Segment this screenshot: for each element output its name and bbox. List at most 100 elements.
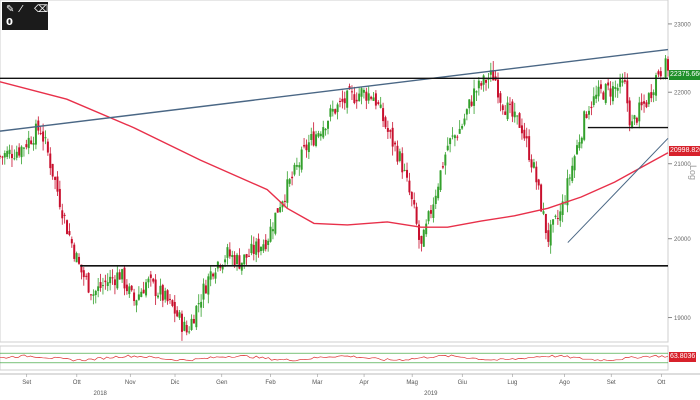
candle-body — [406, 169, 409, 178]
candle-body — [214, 272, 217, 279]
candle-body — [85, 275, 88, 277]
candle-body — [252, 244, 255, 254]
candle-body — [417, 224, 420, 240]
candle-body — [164, 290, 167, 300]
candle-body — [528, 136, 531, 161]
candle-body — [212, 273, 215, 277]
candle-body — [398, 151, 401, 161]
candle-body — [403, 169, 406, 171]
x-tick-label: Ott — [73, 380, 81, 386]
candle-body — [655, 75, 658, 96]
candle-body — [432, 204, 435, 218]
counter-label: 0 — [6, 17, 13, 28]
eraser-icon[interactable]: ⌫ — [34, 4, 49, 15]
candle-body — [209, 271, 212, 280]
candle-body — [13, 158, 16, 160]
candle-body — [473, 88, 476, 106]
candle-body — [92, 294, 95, 296]
candle-body — [137, 294, 140, 300]
candle-body — [659, 71, 662, 77]
candle-body — [401, 153, 404, 173]
candle-body — [101, 285, 104, 287]
candle-body — [621, 80, 624, 83]
candle-body — [587, 110, 590, 115]
candle-body — [58, 188, 61, 208]
candle-body — [664, 58, 667, 78]
candle-body — [480, 83, 483, 86]
candle-body — [384, 117, 387, 128]
x-tick-label: Dic — [171, 380, 180, 386]
candle-body — [571, 165, 574, 181]
candle-body — [456, 136, 459, 138]
candle-body — [22, 147, 25, 149]
y-axis: 19000 20000 21000 22000 23000 — [668, 22, 691, 322]
candle-body — [362, 89, 365, 93]
candle-body — [434, 195, 437, 205]
candle-body — [389, 130, 392, 132]
candle-body — [329, 108, 332, 117]
candle-body — [99, 282, 102, 288]
rising-trendline — [567, 137, 669, 243]
candle-body — [142, 289, 145, 294]
candle-body — [468, 99, 471, 109]
candle-body — [147, 278, 150, 283]
log-scale-label: Log — [688, 165, 698, 181]
candle-body — [444, 154, 447, 166]
candle-body — [243, 254, 246, 265]
candle-body — [75, 253, 78, 263]
candle-body — [643, 101, 646, 104]
chart-grid — [0, 0, 669, 343]
candle-body — [118, 272, 121, 280]
candle-body — [46, 141, 49, 153]
marker-icon[interactable]: ⁄ — [20, 4, 22, 15]
candle-body — [166, 290, 169, 302]
candle-body — [374, 93, 377, 106]
candle-body — [200, 301, 203, 308]
candle-body — [568, 177, 571, 179]
candle-body — [51, 163, 54, 177]
last-price-tag: 22375.66099 — [669, 70, 700, 80]
candle-body — [152, 278, 155, 282]
candle-body — [449, 138, 452, 145]
long-trendline — [0, 48, 669, 132]
candle-body — [348, 86, 351, 90]
candle-body — [30, 140, 33, 144]
year-label: 2019 — [424, 391, 438, 397]
candle-body — [104, 280, 107, 283]
candle-body — [97, 286, 100, 291]
candle-body — [458, 128, 461, 134]
candle-body — [334, 109, 337, 114]
candle-body — [94, 290, 97, 296]
candle-body — [145, 282, 148, 296]
candle-body — [264, 239, 267, 250]
candle-body — [128, 286, 131, 295]
year-label: 2018 — [94, 391, 108, 397]
candle-body — [408, 180, 411, 193]
candle-body — [269, 226, 272, 242]
pencil-icon[interactable]: ✎ — [6, 4, 15, 15]
candle-body — [547, 230, 550, 242]
candle-body — [305, 144, 308, 151]
candle-body — [204, 285, 207, 294]
candle-body — [492, 70, 495, 81]
candle-body — [255, 241, 258, 255]
candle-body — [580, 137, 583, 144]
candle-body — [37, 120, 40, 131]
candle-body — [233, 255, 236, 266]
candle-body — [18, 147, 21, 156]
candle-body — [338, 101, 341, 103]
x-tick-label: Mag — [406, 380, 418, 386]
candle-body — [173, 302, 176, 314]
x-tick-label: Gen — [216, 380, 227, 386]
candle-body — [25, 144, 28, 148]
candle-body — [566, 178, 569, 206]
candle-body — [367, 93, 370, 101]
candle-body — [516, 115, 519, 117]
candle-body — [238, 255, 241, 269]
candle-body — [159, 285, 162, 295]
candle-body — [123, 267, 126, 289]
candle-body — [109, 276, 112, 284]
candle-body — [599, 84, 602, 89]
candle-body — [437, 186, 440, 199]
